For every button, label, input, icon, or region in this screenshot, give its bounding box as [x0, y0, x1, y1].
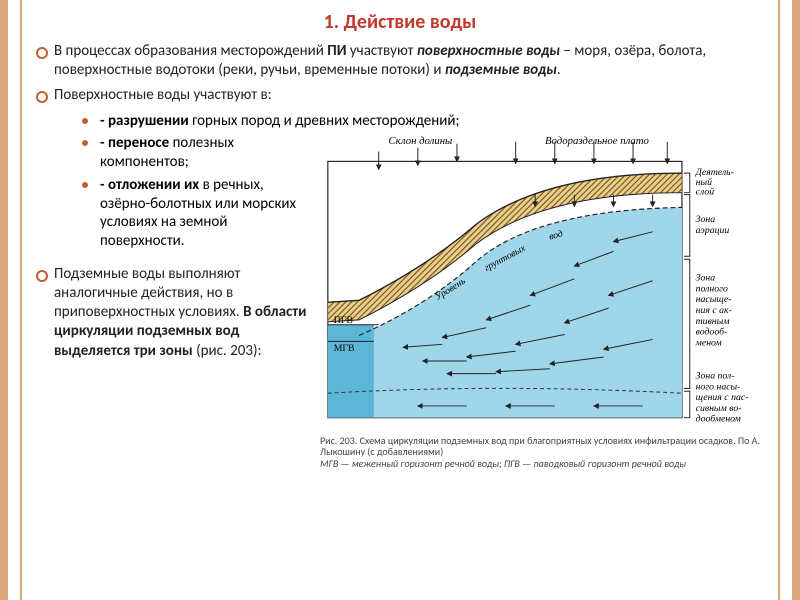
r2a: Зона — [696, 214, 716, 225]
b4-pre: Подземные воды выполняют аналогичные дей… — [54, 265, 243, 321]
sub-list: - разрушении горных пород и древних мест… — [30, 112, 770, 131]
r4c: щения с пас- — [696, 392, 749, 403]
lbl-top-left: Склон долины — [388, 135, 452, 147]
r3d: ния с ак- — [696, 305, 732, 316]
r3f: водооб- — [696, 327, 728, 338]
b1-pi: ПИ — [327, 42, 346, 60]
b1-end: . — [557, 61, 561, 79]
bullet-4: Подземные воды выполняют аналогичные дей… — [30, 265, 310, 361]
bullet-1: В процессах образования месторождений ПИ… — [30, 42, 770, 80]
r3b: полного — [696, 284, 728, 295]
lbl-pgv: ПГВ — [334, 315, 354, 326]
circulation-diagram: Склон долины Водораздельное плато Уровен… — [320, 134, 770, 427]
slide-title: 1. Действие воды — [30, 10, 770, 34]
bullet-4-list: Подземные воды выполняют аналогичные дей… — [30, 265, 310, 361]
b4-post: (рис. 203): — [193, 342, 262, 360]
main-list: В процессах образования месторождений ПИ… — [30, 42, 770, 106]
b1-em1: поверхностные воды — [417, 42, 560, 60]
sub-2: - переносе полезных компонентов; — [30, 134, 310, 172]
r3c: насыще- — [696, 295, 732, 306]
s2b: - переносе — [100, 134, 169, 152]
lbl-mgv: МГВ — [334, 343, 355, 354]
r3g: меном — [695, 338, 722, 349]
sub-1: - разрушении горных пород и древних мест… — [30, 112, 770, 131]
sub-3: - отложении их в речных, озёрно-болотных… — [30, 176, 310, 251]
r4d: сивным во- — [696, 403, 742, 414]
r1c: слой — [696, 187, 715, 198]
s1t: горных пород и древних месторождений; — [189, 112, 460, 130]
s1b: - разрушении — [100, 112, 189, 130]
b1-mid: участвуют — [347, 42, 417, 60]
s3b: - отложении их — [100, 176, 199, 194]
b1-text-pre: В процессах образования месторождений — [54, 42, 327, 60]
r4b: ного насы- — [696, 382, 741, 393]
sub-list-left: - переносе полезных компонентов; - отлож… — [30, 134, 310, 251]
r4a: Зона пол- — [696, 371, 735, 382]
r3a: Зона — [696, 273, 716, 284]
caption-line2: МГВ — меженный горизонт речной воды; ПГВ… — [320, 458, 770, 470]
r3e: тивным — [696, 316, 730, 327]
lbl-top-right: Водораздельное плато — [545, 135, 650, 147]
r4e: дообменом — [696, 414, 741, 425]
caption-line1: Рис. 203. Схема циркуляции подземных вод… — [320, 435, 770, 458]
b1-em2: подземные воды — [445, 61, 557, 79]
figure-caption: Рис. 203. Схема циркуляции подземных вод… — [320, 435, 770, 470]
r2b: аэрации — [696, 225, 730, 236]
bullet-2: Поверхностные воды участвуют в: — [30, 86, 770, 105]
